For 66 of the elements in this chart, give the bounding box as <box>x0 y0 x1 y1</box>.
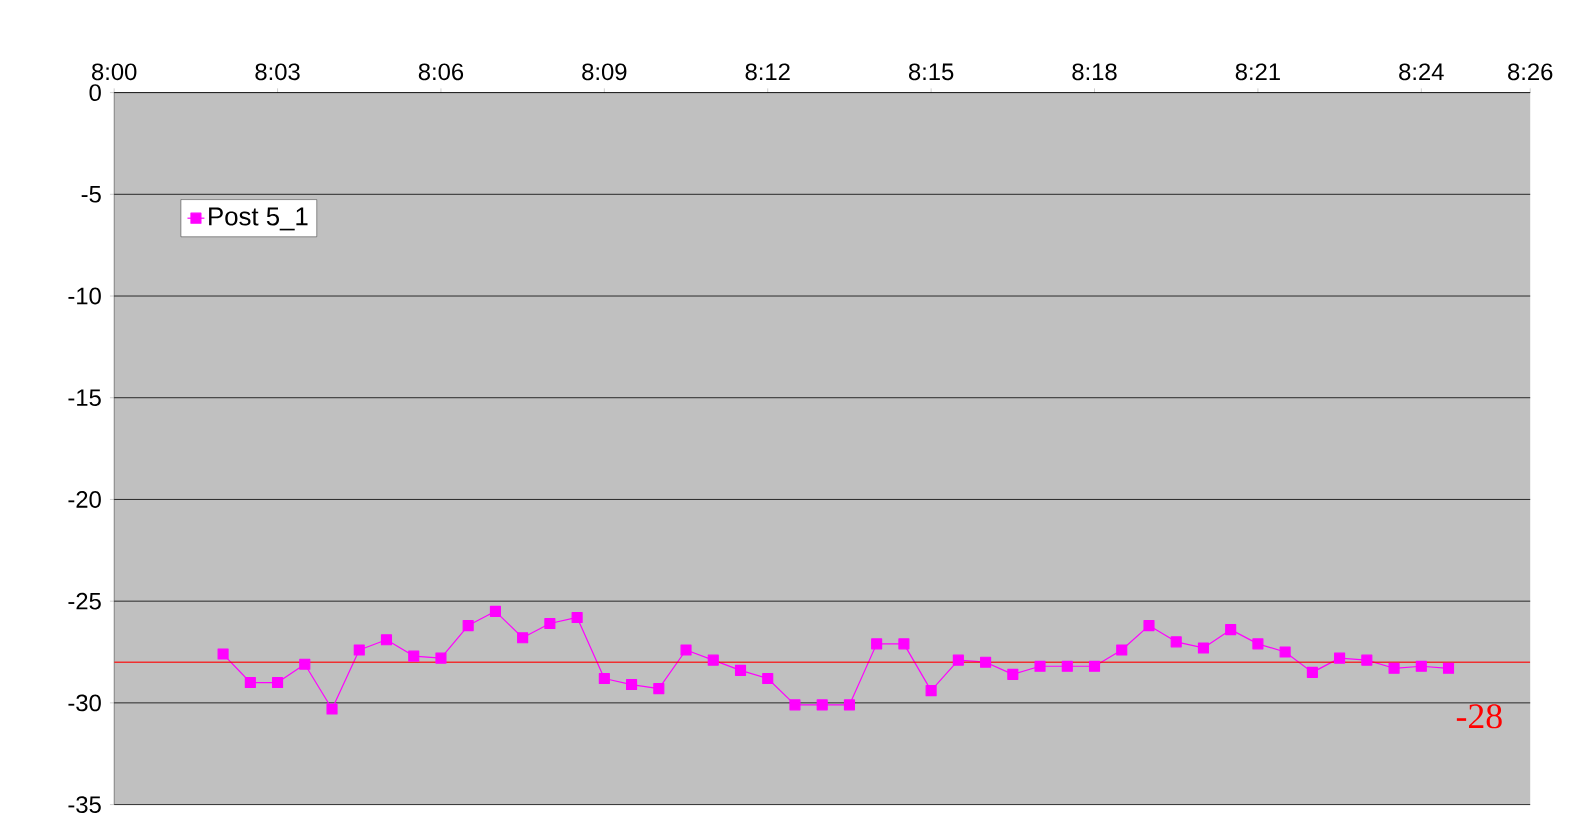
point <box>626 678 638 690</box>
point <box>925 684 937 696</box>
point <box>1088 660 1101 672</box>
point <box>1361 654 1373 666</box>
x-tick-label: 8:26 <box>1508 63 1553 80</box>
point <box>299 658 311 670</box>
point <box>1442 662 1455 674</box>
x-tick-label: 8:00 <box>92 63 137 80</box>
point <box>1334 652 1346 664</box>
y-tick-label: -10 <box>68 287 101 305</box>
point <box>653 682 665 694</box>
x-tick-label: 8:09 <box>582 63 627 80</box>
point <box>1306 666 1318 678</box>
point <box>1197 642 1209 654</box>
point <box>762 672 774 684</box>
point <box>1034 660 1046 672</box>
point <box>843 699 855 711</box>
point <box>517 631 529 644</box>
point <box>380 634 393 646</box>
point <box>734 664 747 676</box>
point <box>1415 660 1427 672</box>
point <box>571 611 583 623</box>
point <box>816 699 828 711</box>
point <box>435 652 447 664</box>
x-tick-label: 8:12 <box>745 63 790 80</box>
point <box>1143 619 1155 631</box>
point <box>326 703 338 715</box>
point <box>1116 644 1128 656</box>
x-tick-label: 8:06 <box>418 63 464 80</box>
y-tick-label: -25 <box>68 592 101 610</box>
y-tick-label: -5 <box>81 185 101 203</box>
x-tick-label: 8:18 <box>1072 63 1117 80</box>
y-tick-label: -35 <box>68 795 101 813</box>
point <box>789 699 801 711</box>
point <box>898 638 910 650</box>
y-tick-label: 0 <box>89 83 101 101</box>
point <box>952 654 964 666</box>
point <box>680 644 692 656</box>
y-tick-label: -20 <box>68 490 101 508</box>
point <box>1279 646 1291 658</box>
point <box>244 676 256 688</box>
point <box>544 617 556 629</box>
ref-line-label: -28 <box>1456 703 1502 729</box>
y-tick-label: -30 <box>68 694 101 712</box>
point <box>707 654 719 666</box>
point <box>353 644 365 656</box>
point <box>272 676 284 688</box>
point <box>871 638 883 650</box>
legend-label: Post 5_1 <box>209 207 308 231</box>
x-tick-label: 8:03 <box>255 63 300 80</box>
x-tick-label: 8:15 <box>908 63 954 80</box>
x-tick-label: 8:21 <box>1235 63 1280 80</box>
point <box>1388 662 1400 674</box>
x-tick-label: 8:24 <box>1399 63 1444 80</box>
point <box>980 656 992 668</box>
point <box>1225 623 1237 635</box>
point <box>1252 638 1264 650</box>
point <box>1061 660 1073 672</box>
point <box>217 648 229 660</box>
point <box>1007 668 1019 680</box>
point <box>408 650 420 662</box>
y-tick-label: -15 <box>68 389 101 406</box>
point <box>462 619 474 631</box>
point <box>489 605 501 617</box>
point <box>1170 636 1182 648</box>
point <box>598 672 610 684</box>
